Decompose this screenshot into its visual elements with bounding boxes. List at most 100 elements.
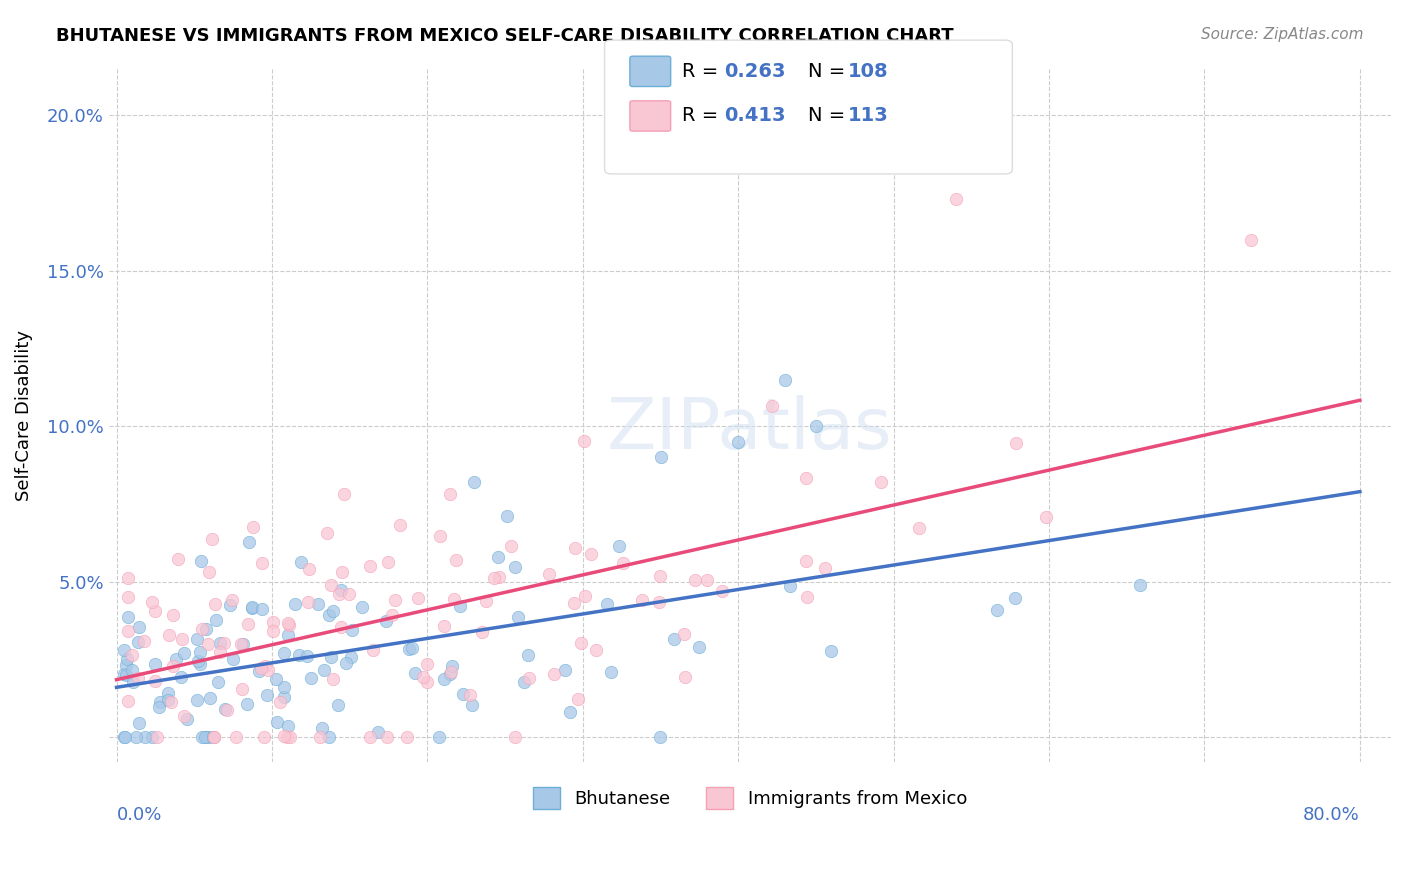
Point (188, 645, 211, 659)
Point (198, 690, 221, 705)
Point (170, 670, 193, 684)
Point (204, 613, 226, 627)
Point (711, 584, 734, 599)
Point (231, 637, 253, 651)
Point (388, 518, 411, 533)
Point (225, 731, 247, 745)
Point (499, 539, 522, 553)
Point (319, 578, 342, 592)
Point (195, 731, 218, 745)
Text: BHUTANESE VS IMMIGRANTS FROM MEXICO SELF-CARE DISABILITY CORRELATION CHART: BHUTANESE VS IMMIGRANTS FROM MEXICO SELF… (56, 27, 953, 45)
Point (299, 671, 322, 685)
Point (316, 526, 339, 541)
Point (328, 587, 350, 601)
Point (458, 688, 481, 702)
Point (1004, 436, 1026, 450)
Point (188, 657, 211, 672)
Point (429, 529, 451, 543)
Point (212, 636, 235, 650)
Point (128, 620, 150, 634)
Point (1004, 591, 1026, 606)
Point (173, 709, 195, 723)
Point (277, 719, 299, 733)
Point (450, 599, 472, 614)
Point (141, 595, 163, 609)
Point (277, 618, 299, 632)
Point (460, 698, 482, 713)
Point (250, 556, 273, 570)
Point (121, 663, 143, 677)
Point (664, 632, 686, 646)
Point (804, 419, 827, 434)
Point (796, 590, 818, 604)
Point (253, 658, 276, 673)
Point (247, 665, 270, 679)
Point (607, 539, 630, 553)
Point (269, 695, 291, 709)
Point (384, 592, 406, 607)
Point (143, 674, 166, 689)
Point (441, 659, 464, 673)
Point (432, 618, 454, 632)
Point (631, 592, 654, 607)
Point (121, 648, 143, 662)
Point (439, 486, 461, 500)
Point (250, 661, 273, 675)
Point (132, 633, 155, 648)
Point (157, 628, 180, 642)
Point (236, 697, 259, 711)
Point (148, 700, 170, 714)
Point (166, 552, 188, 566)
Point (273, 681, 295, 695)
Point (273, 690, 295, 704)
Point (253, 731, 276, 745)
Point (773, 373, 796, 387)
Point (298, 562, 321, 576)
Point (562, 596, 585, 610)
Point (295, 648, 318, 663)
Point (115, 657, 138, 672)
Point (231, 681, 253, 696)
Point (322, 604, 344, 618)
Point (202, 731, 225, 745)
Point (242, 520, 264, 534)
Point (214, 702, 236, 716)
Point (335, 656, 357, 670)
Point (194, 622, 217, 636)
Point (761, 399, 783, 413)
Point (117, 624, 139, 639)
Point (190, 731, 212, 745)
Point (222, 652, 245, 666)
Point (503, 731, 526, 745)
Point (415, 657, 437, 671)
Point (443, 591, 465, 606)
Point (440, 665, 463, 679)
Point (187, 654, 209, 668)
Point (339, 587, 361, 601)
Point (170, 632, 193, 647)
Point (439, 667, 461, 681)
Text: 108: 108 (848, 62, 889, 81)
Text: ZIPatlas: ZIPatlas (607, 395, 893, 464)
Point (149, 695, 172, 709)
Point (554, 663, 576, 677)
Point (475, 594, 498, 608)
Point (359, 558, 381, 573)
Point (218, 598, 240, 612)
Point (688, 640, 710, 655)
Point (486, 550, 509, 565)
Point (488, 570, 510, 584)
Point (115, 668, 138, 682)
Point (117, 571, 139, 585)
Point (567, 692, 589, 706)
Point (143, 657, 166, 671)
Point (256, 689, 278, 703)
Point (330, 565, 353, 579)
Point (673, 670, 696, 684)
Point (238, 535, 260, 549)
Point (240, 600, 263, 615)
Point (329, 620, 352, 634)
Point (415, 674, 437, 689)
Point (673, 627, 696, 641)
Point (273, 646, 295, 660)
